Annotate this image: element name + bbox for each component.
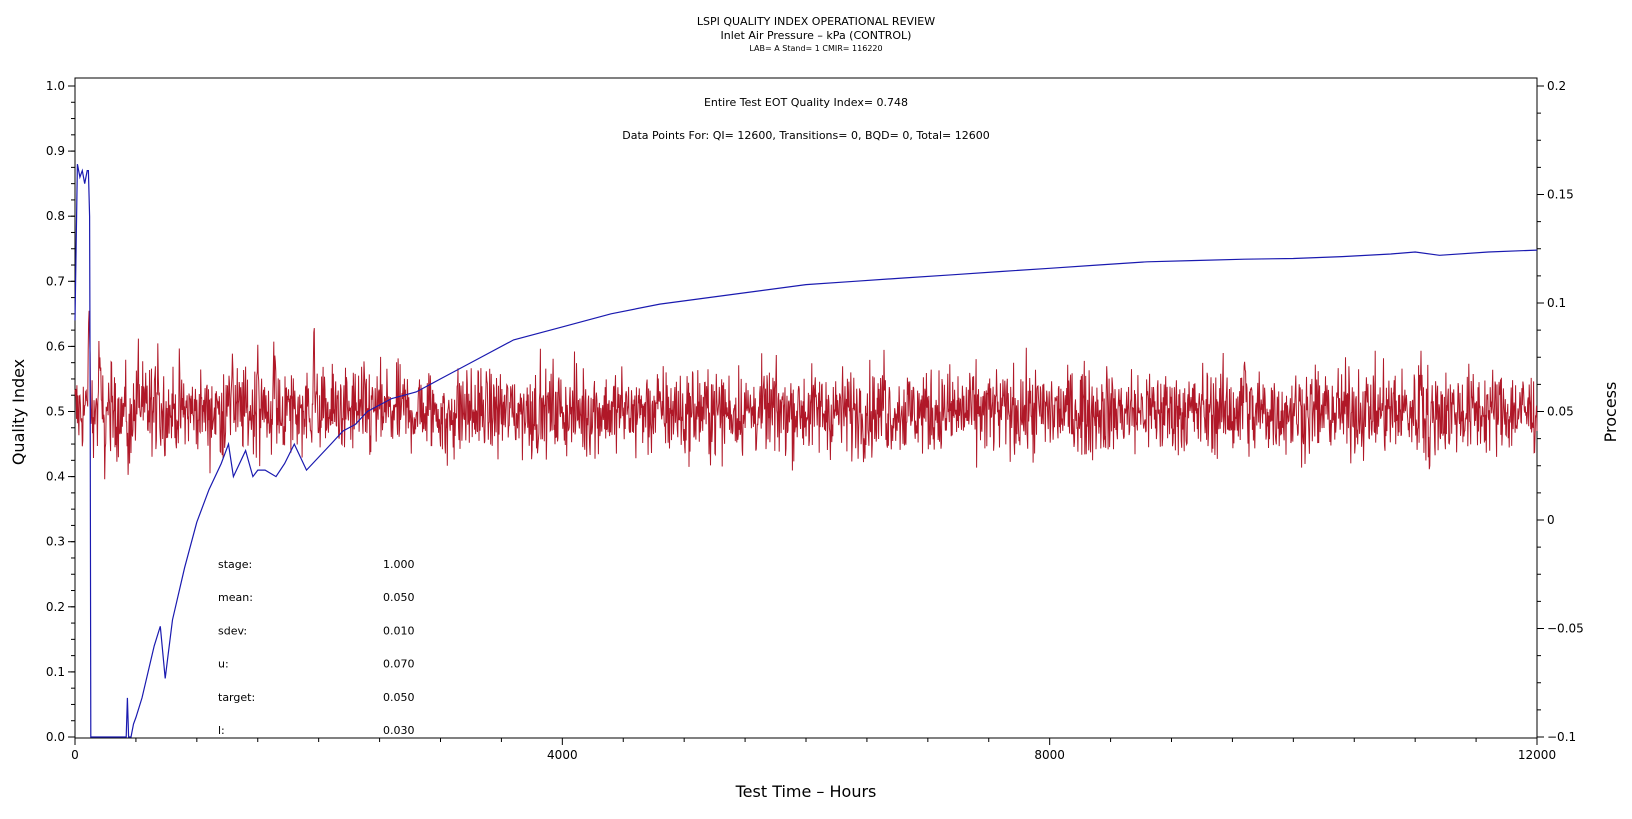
y-tick-label: 1.0 (46, 79, 65, 93)
stat-label: target: (218, 691, 255, 704)
chart-title: LSPI QUALITY INDEX OPERATIONAL REVIEW (697, 15, 935, 28)
data-points-annotation: Data Points For: QI= 12600, Transitions=… (622, 129, 990, 142)
stat-value: 0.030 (383, 724, 415, 737)
stat-value: 0.050 (383, 691, 415, 704)
quality-index-series-line (74, 163, 1538, 738)
stat-label: u: (218, 658, 229, 671)
y2-tick-label: 0.2 (1547, 79, 1566, 93)
x-tick-label: 0 (71, 748, 79, 762)
stats-table: stage: 1.000 mean: 0.050 sdev: 0.010 u: 0.070 ta… (218, 558, 415, 737)
x-tick-label: 12000 (1518, 748, 1556, 762)
y-axis-label: Quality Index (9, 359, 28, 465)
stat-value: 0.050 (383, 591, 415, 604)
chart-subtitle-2: LAB= A Stand= 1 CMIR= 116220 (749, 44, 882, 53)
stat-value: 0.070 (383, 658, 415, 671)
x-tick-label: 8000 (1034, 748, 1065, 762)
process-series-line (74, 310, 1538, 480)
stat-label: stage: (218, 558, 252, 571)
y2-tick-label: 0.05 (1547, 405, 1574, 419)
y2-tick-label: 0.15 (1547, 188, 1574, 202)
y-tick-label: 0.8 (46, 209, 65, 223)
x-axis-label: Test Time – Hours (735, 782, 877, 801)
y-tick-label: 0.3 (46, 535, 65, 549)
y-tick-label: 0.1 (46, 665, 65, 679)
series-layer (74, 163, 1538, 738)
y-tick-label: 0.0 (46, 730, 65, 744)
chart-subtitle: Inlet Air Pressure – kPa (CONTROL) (721, 29, 912, 42)
y-tick-label: 0.9 (46, 144, 65, 158)
stat-value: 1.000 (383, 558, 415, 571)
y2-tick-label: −0.1 (1547, 730, 1576, 744)
y2-axis-label: Process (1601, 382, 1620, 443)
stat-label: mean: (218, 591, 253, 604)
stat-label: l: (218, 724, 225, 737)
y2-tick-label: 0 (1547, 513, 1555, 527)
x-tick-label: 4000 (547, 748, 578, 762)
y2-tick-label: 0.1 (1547, 296, 1566, 310)
y-tick-label: 0.2 (46, 600, 65, 614)
y-tick-label: 0.4 (46, 470, 65, 484)
tick-layer: 0 4000 8000 12000 0.0 0.1 0.2 0.3 0.4 0.5 0.6 0.7 0.… (46, 79, 1584, 762)
eot-quality-index-annotation: Entire Test EOT Quality Index= 0.748 (704, 96, 908, 109)
y-tick-label: 0.5 (46, 405, 65, 419)
y2-tick-label: −0.05 (1547, 622, 1584, 636)
stat-value: 0.010 (383, 624, 415, 637)
y-tick-label: 0.6 (46, 339, 65, 353)
y-tick-label: 0.7 (46, 274, 65, 288)
stat-label: sdev: (218, 624, 247, 637)
